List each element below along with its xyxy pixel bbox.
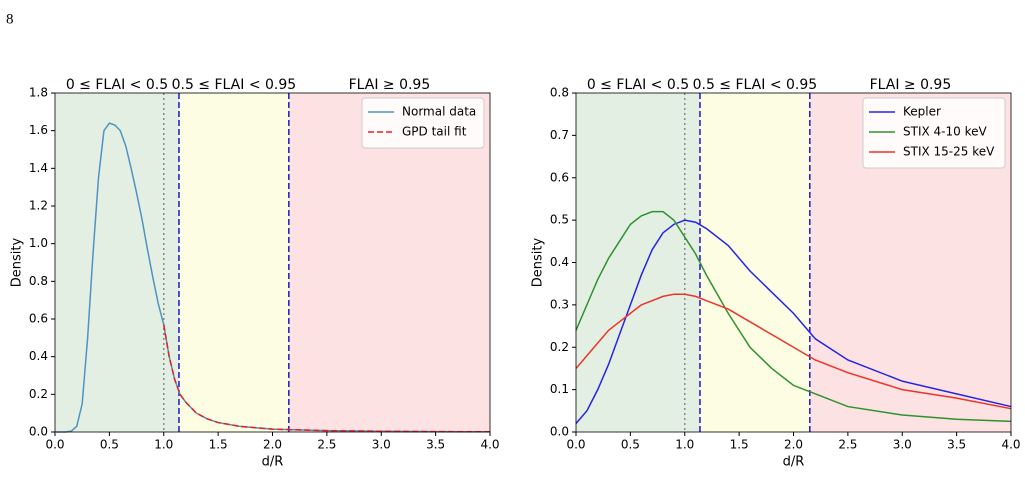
region-label: 0 ≤ FLAI < 0.5 <box>66 77 168 93</box>
series-line <box>575 219 1012 425</box>
y-tick-label: 0.2 <box>550 340 569 354</box>
y-tick-label: 0.5 <box>550 213 569 227</box>
y-tick-label: 0.3 <box>550 297 569 311</box>
x-tick-label: 2.5 <box>838 438 857 452</box>
region <box>288 93 490 432</box>
y-tick-label: 0.1 <box>550 382 569 396</box>
y-tick-label: 0.6 <box>29 312 48 326</box>
legend-label: STIX 4-10 keV <box>903 125 987 139</box>
legend-label: GPD tail fit <box>402 125 467 139</box>
x-tick-label: 1.0 <box>675 438 694 452</box>
y-tick-label: 1.2 <box>29 199 48 213</box>
series-line <box>575 293 1012 410</box>
region-label: 0.5 ≤ FLAI < 0.95 <box>172 77 297 93</box>
legend-box <box>862 97 1006 169</box>
legend-label: STIX 15-25 keV <box>903 145 995 159</box>
region-label: 0 ≤ FLAI < 0.5 <box>587 77 689 93</box>
legend-label: Normal data <box>402 105 476 119</box>
x-tick-label: 3.5 <box>426 438 445 452</box>
y-tick-label: 1.4 <box>29 161 48 175</box>
x-tick-label: 0.5 <box>100 438 119 452</box>
y-tick-label: 0.0 <box>29 425 48 439</box>
x-tick-label: 3.5 <box>947 438 966 452</box>
x-tick-label: 2.0 <box>263 438 282 452</box>
x-tick-label: 3.0 <box>893 438 912 452</box>
x-tick-label: 0.0 <box>45 438 64 452</box>
page-number: 8 <box>6 11 14 27</box>
y-tick-label: 0.4 <box>29 349 48 363</box>
region-label: 0.5 ≤ FLAI < 0.95 <box>693 77 818 93</box>
x-tick-label: 0.5 <box>621 438 640 452</box>
plot-frame <box>54 92 491 433</box>
y-tick-label: 0.8 <box>29 274 48 288</box>
y-tick-label: 0.2 <box>29 387 48 401</box>
region-label: FLAI ≥ 0.95 <box>870 77 952 93</box>
series-line <box>163 324 491 433</box>
y-axis-label: Density <box>531 237 546 287</box>
y-tick-label: 0.6 <box>550 170 569 184</box>
y-tick-label: 0.7 <box>550 128 569 142</box>
x-tick-label: 1.0 <box>154 438 173 452</box>
x-tick-label: 0.0 <box>566 438 585 452</box>
x-tick-label: 2.5 <box>317 438 336 452</box>
x-tick-label: 1.5 <box>730 438 749 452</box>
y-tick-label: 1.6 <box>29 123 48 137</box>
region <box>699 93 810 432</box>
region-label: FLAI ≥ 0.95 <box>349 77 431 93</box>
x-tick-label: 1.5 <box>209 438 228 452</box>
x-tick-label: 4.0 <box>480 438 499 452</box>
x-axis-label: d/R <box>783 455 805 470</box>
y-tick-label: 1.0 <box>29 236 48 250</box>
y-tick-label: 0.4 <box>550 255 569 269</box>
series-line <box>575 210 1012 423</box>
y-tick-label: 0.0 <box>550 425 569 439</box>
y-tick-label: 0.8 <box>550 86 569 100</box>
legend-box <box>361 97 485 149</box>
x-tick-label: 3.0 <box>372 438 391 452</box>
x-tick-label: 4.0 <box>1001 438 1020 452</box>
x-tick-label: 2.0 <box>784 438 803 452</box>
region <box>178 93 289 432</box>
legend-label: Kepler <box>903 105 941 119</box>
plot-frame <box>575 92 1012 433</box>
y-axis-label: Density <box>10 237 25 287</box>
y-tick-label: 1.8 <box>29 86 48 100</box>
x-axis-label: d/R <box>262 455 284 470</box>
region <box>55 93 179 432</box>
region <box>576 93 700 432</box>
